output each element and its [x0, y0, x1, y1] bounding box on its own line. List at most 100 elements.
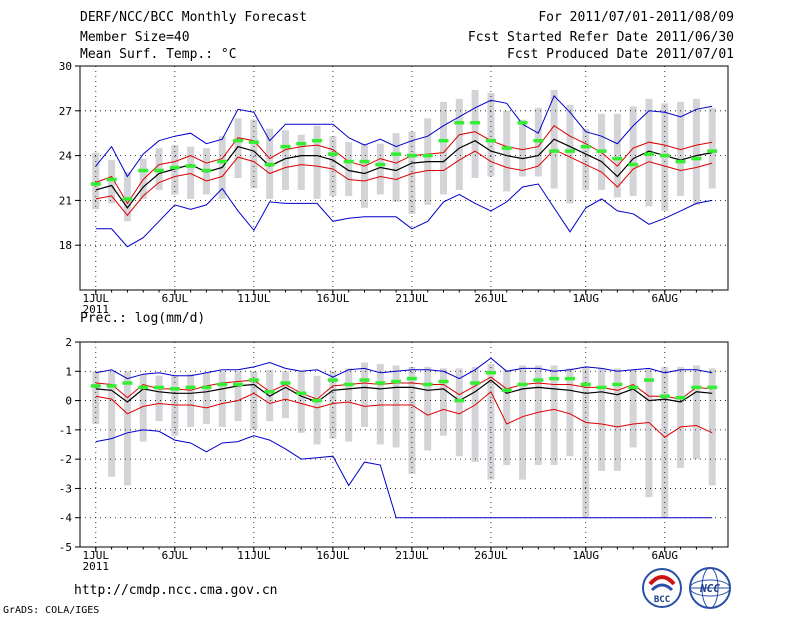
spread-box [171, 145, 179, 195]
observed-mark [185, 164, 196, 168]
observed-mark [138, 168, 149, 173]
observed-mark [248, 378, 259, 382]
observed-mark [406, 376, 417, 381]
series-line-lower [95, 148, 713, 217]
observed-mark [659, 153, 670, 158]
observed-mark [359, 159, 370, 164]
observed-mark [296, 141, 307, 146]
observed-mark [612, 156, 623, 161]
observed-mark [675, 395, 686, 400]
spread-box [234, 118, 242, 178]
spread-box [487, 363, 495, 480]
observed-mark [564, 149, 575, 153]
observed-mark [612, 382, 623, 387]
observed-mark [580, 144, 591, 149]
x-tick-label: 6AUG [652, 549, 679, 562]
observed-mark [154, 168, 165, 173]
spread-box [645, 368, 653, 498]
spread-box [218, 371, 226, 427]
observed-mark [628, 385, 639, 390]
spread-box [108, 371, 116, 477]
spread-box [708, 368, 716, 486]
observed-mark [201, 168, 212, 173]
observed-mark [438, 138, 449, 143]
ncc-logo: NCC [689, 567, 731, 609]
observed-mark [564, 376, 575, 381]
ncc-logo-text: NCC [699, 582, 720, 595]
x-tick-label: 26JUL [474, 292, 507, 305]
spread-box [171, 375, 179, 436]
spread-box [297, 134, 305, 190]
observed-mark [470, 120, 481, 125]
observed-mark [438, 379, 449, 384]
spread-box [139, 158, 147, 199]
observed-mark [169, 387, 180, 391]
observed-mark [280, 144, 291, 149]
y-tick-label: 2 [65, 336, 72, 349]
series-line-upper [95, 376, 713, 400]
observed-mark [707, 149, 718, 153]
observed-mark [628, 162, 639, 167]
spread-box [566, 368, 574, 457]
spread-box [139, 374, 147, 442]
spread-box [392, 365, 400, 448]
observed-mark [90, 384, 101, 388]
x-tick-label: 1AUG [573, 292, 600, 305]
member-size: Member Size=40 [80, 30, 190, 45]
spread-box [677, 366, 685, 468]
spread-box [613, 113, 621, 198]
spread-box [408, 131, 416, 214]
spread-box [123, 172, 131, 222]
spread-box [534, 365, 542, 465]
series-line-upper [95, 125, 713, 205]
spread-box [360, 143, 368, 208]
y-tick-label: 1 [65, 365, 72, 378]
bcc-logo: BCC [642, 568, 682, 608]
observed-mark [312, 138, 323, 143]
series-line-max [95, 357, 713, 380]
x-tick-label: 21JUL [395, 549, 428, 562]
spread-box [440, 101, 448, 195]
observed-mark [106, 177, 117, 182]
observed-mark [485, 138, 496, 143]
spread-box [692, 98, 700, 205]
observed-mark [517, 120, 528, 125]
observed-mark [422, 382, 433, 387]
spread-box [519, 365, 527, 480]
x-tick-label: 6JUL [162, 292, 189, 305]
observed-mark [517, 382, 528, 387]
y-tick-label: 0 [65, 395, 72, 408]
prec-panel-title: Prec.: log(mm/d) [80, 311, 205, 326]
series-line-min [95, 183, 713, 248]
temperature-panel: 18 21 24 27 30 1JUL 6JUL 11JUL 16JUL 21JUL 26JUL 1A… [59, 60, 729, 316]
observed-mark [391, 379, 402, 384]
x-tick-label: 6JUL [162, 549, 189, 562]
spread-box [455, 98, 463, 190]
x-year-label: 2011 [83, 560, 110, 573]
observed-mark [470, 381, 481, 385]
source-url[interactable]: http://cmdp.ncc.cma.gov.cn [74, 583, 278, 598]
forecast-produced-date: Fcst Produced Date 2011/07/01 [507, 47, 734, 62]
observed-mark [296, 391, 307, 395]
spread-box [281, 130, 289, 190]
observed-mark [343, 382, 354, 387]
x-tick-label: 16JUL [316, 549, 349, 562]
spread-box [360, 362, 368, 427]
observed-mark [169, 165, 180, 170]
observed-mark [343, 159, 354, 164]
observed-mark [233, 138, 244, 143]
observed-mark [106, 384, 117, 388]
spread-box [345, 142, 353, 196]
spread-box [297, 371, 305, 433]
y-tick-label: -1 [59, 424, 72, 437]
spread-box [629, 106, 637, 196]
observed-mark [485, 371, 496, 375]
x-tick-label: 26JUL [474, 549, 507, 562]
chart-title: DERF/NCC/BCC Monthly Forecast [80, 10, 307, 25]
observed-mark [596, 385, 607, 390]
y-tick-label: 30 [59, 60, 72, 73]
series-line-mean [95, 379, 713, 403]
observed-mark [707, 385, 718, 390]
x-tick-label: 11JUL [237, 292, 270, 305]
